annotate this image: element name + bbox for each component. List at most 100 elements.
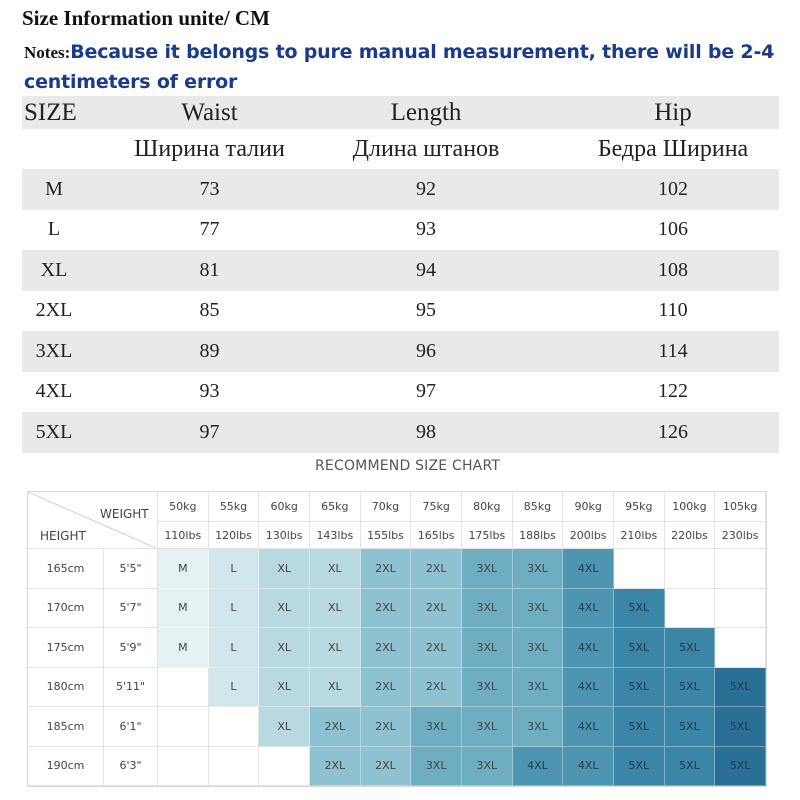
cell-waist: 81 <box>199 258 220 281</box>
weight-label: WEIGHT <box>100 507 149 521</box>
cell-size: 5XL <box>35 420 73 443</box>
weight-kg-header: 75kg <box>411 492 462 522</box>
size-cell: 5XL <box>664 628 716 668</box>
size-cell: XL <box>259 588 310 628</box>
size-cell: 2XL <box>310 707 361 747</box>
height-ft: 5'11" <box>104 667 158 707</box>
cell-length: 98 <box>416 420 436 443</box>
height-cm: 175cm <box>28 628 104 668</box>
weight-kg-header: 100kg <box>664 492 716 522</box>
weight-kg-header: 60kg <box>259 492 310 522</box>
header-hip: Hip <box>654 98 692 126</box>
weight-lbs-header: 130lbs <box>259 522 310 549</box>
page-title: Size Information unite/ CM <box>22 6 270 30</box>
weight-kg-header: 50kg <box>158 492 209 522</box>
size-cell: 3XL <box>462 628 513 668</box>
size-cell <box>664 588 716 628</box>
size-cell <box>715 588 766 628</box>
weight-kg-header: 85kg <box>512 492 564 522</box>
height-ft: 6'3" <box>104 746 158 786</box>
cell-length: 94 <box>416 258 436 281</box>
cell-size: XL <box>40 258 68 281</box>
cell-hip: 126 <box>658 420 688 443</box>
height-ft: 5'5" <box>104 549 158 589</box>
weight-kg-header: 95kg <box>614 492 665 522</box>
size-cell <box>614 549 665 589</box>
size-cell: 5XL <box>614 746 665 786</box>
height-cm: 170cm <box>28 588 104 628</box>
size-cell: XL <box>310 667 361 707</box>
weight-lbs-header: 188lbs <box>512 522 564 549</box>
size-cell <box>158 707 209 747</box>
header-waist: Waist <box>181 98 238 126</box>
table-row: L 77 93 106 <box>22 210 779 251</box>
size-cell <box>664 549 716 589</box>
size-cell: 2XL <box>360 549 412 589</box>
size-cell: L <box>208 667 260 707</box>
table-row: XL 81 94 108 <box>22 250 779 291</box>
size-cell: 5XL <box>664 746 716 786</box>
size-cell: L <box>208 628 260 668</box>
height-ft: 5'9" <box>104 628 158 668</box>
height-ft: 6'1" <box>104 707 158 747</box>
table-row: M 73 92 102 <box>22 169 779 210</box>
size-cell: 3XL <box>411 746 462 786</box>
size-cell: 4XL <box>563 746 614 786</box>
cell-waist: 77 <box>199 218 220 241</box>
cell-hip: 102 <box>658 177 688 200</box>
size-cell: 5XL <box>614 667 665 707</box>
weight-lbs-header: 165lbs <box>411 522 462 549</box>
size-cell: 3XL <box>512 549 564 589</box>
size-cell: 3XL <box>462 707 513 747</box>
size-cell: 3XL <box>512 667 564 707</box>
size-cell: 3XL <box>411 707 462 747</box>
size-cell <box>208 707 260 747</box>
size-cell: 2XL <box>411 667 462 707</box>
size-cell: XL <box>259 667 310 707</box>
cell-length: 96 <box>416 339 436 362</box>
header-length: Length <box>390 98 462 126</box>
cell-length: 95 <box>416 299 436 322</box>
size-cell: 5XL <box>614 628 665 668</box>
size-cell: 4XL <box>563 667 614 707</box>
size-table-header: SIZE Waist Length Hip <box>22 96 779 129</box>
height-cm: 165cm <box>28 549 104 589</box>
weight-lbs-header: 200lbs <box>563 522 614 549</box>
weight-kg-header: 65kg <box>310 492 361 522</box>
weight-lbs-header: 220lbs <box>664 522 716 549</box>
table-row: 5XL 97 98 126 <box>22 412 779 453</box>
weight-kg-header: 80kg <box>462 492 513 522</box>
height-ft: 5'7" <box>104 588 158 628</box>
size-cell: L <box>208 588 260 628</box>
header-waist-ru: Ширина талии <box>134 135 285 162</box>
cell-size: L <box>47 218 61 241</box>
cell-length: 92 <box>416 177 436 200</box>
cell-hip: 110 <box>658 299 688 322</box>
size-cell: 3XL <box>512 588 564 628</box>
corner-divider <box>28 492 158 549</box>
size-cell: 3XL <box>462 588 513 628</box>
cell-hip: 122 <box>658 380 688 403</box>
weight-lbs-header: 175lbs <box>462 522 513 549</box>
weight-kg-header: 55kg <box>208 492 260 522</box>
size-cell <box>158 667 209 707</box>
size-cell <box>259 746 310 786</box>
notes-text: Because it belongs to pure manual measur… <box>24 41 775 93</box>
size-cell: XL <box>259 549 310 589</box>
weight-kg-header: 105kg <box>715 492 766 522</box>
size-cell: XL <box>259 628 310 668</box>
cell-hip: 108 <box>658 258 688 281</box>
height-cm: 180cm <box>28 667 104 707</box>
cell-size: 2XL <box>35 299 73 322</box>
height-cm: 190cm <box>28 746 104 786</box>
size-cell: L <box>208 549 260 589</box>
size-cell: 5XL <box>614 707 665 747</box>
size-cell: 5XL <box>715 746 766 786</box>
size-cell: 2XL <box>360 628 412 668</box>
header-size: SIZE <box>24 98 77 126</box>
size-cell: 4XL <box>563 549 614 589</box>
weight-kg-header: 70kg <box>360 492 412 522</box>
table-row: 3XL 89 96 114 <box>22 331 779 372</box>
cell-hip: 106 <box>658 218 688 241</box>
size-cell: 5XL <box>715 667 766 707</box>
